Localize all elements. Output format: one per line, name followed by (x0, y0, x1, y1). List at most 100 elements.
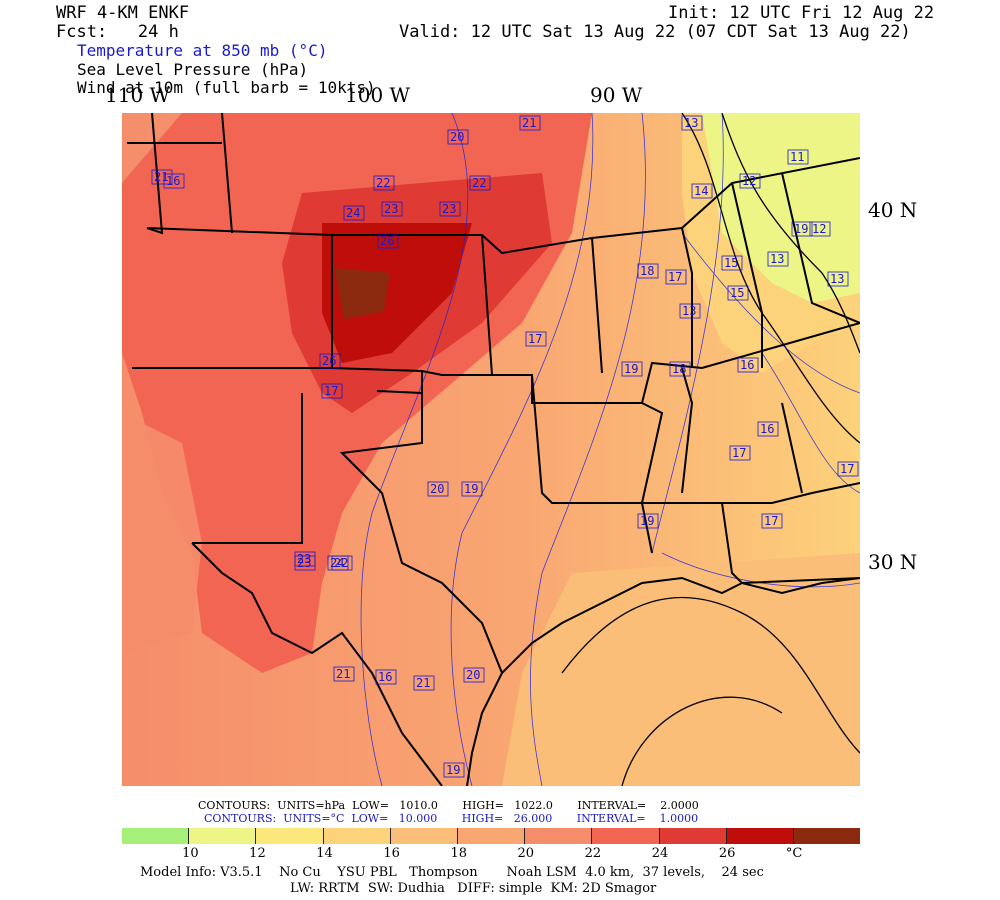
contour-label: 16 (378, 670, 392, 684)
color-scale-label: °C (785, 846, 803, 861)
texas-coast (466, 672, 503, 786)
lat-label-30n: 30 N (868, 550, 918, 574)
contour-label: 15 (724, 256, 738, 270)
contour-label: 18 (672, 362, 686, 376)
contour-label: 23 (297, 552, 311, 566)
physics-info: LW: RRTM SW: Dudhia DIFF: simple KM: 2D … (290, 881, 657, 896)
field-temperature: Temperature at 850 mb (°C) (77, 41, 328, 60)
contour-label-box (691, 183, 713, 199)
region-mountain-west (122, 413, 202, 653)
contour-label-box (665, 269, 687, 285)
contour-label-box (427, 481, 449, 497)
contour-label: 13 (830, 272, 844, 286)
model-info: Model Info: V3.5.1 No Cu YSU PBL Thompso… (140, 865, 764, 880)
contour-label-box (439, 201, 461, 217)
contour-label: 16 (740, 358, 754, 372)
contour-label-box (621, 361, 643, 377)
color-scale-label: 20 (517, 846, 535, 861)
color-scale-label: 22 (584, 846, 602, 861)
contour-label: 15 (730, 286, 744, 300)
color-scale-swatch (726, 828, 794, 844)
temp-contours (360, 113, 860, 786)
contour-label: 13 (682, 304, 696, 318)
slp-contours (561, 113, 860, 786)
contour-label-box (463, 667, 485, 683)
temp-contour-info: CONTOURS: UNITS=°C LOW= 10.000 HIGH= 26.… (204, 812, 699, 825)
contour-label-box (443, 762, 465, 778)
color-scale-label: 16 (383, 846, 400, 861)
contour-label-box (787, 149, 809, 165)
contour-label: 21 (416, 676, 430, 690)
contour-label-box (761, 513, 783, 529)
contour-label-box (827, 271, 849, 287)
contour-label: 17 (840, 462, 854, 476)
contour-label: 22 (334, 556, 348, 570)
slp-contour-info: CONTOURS: UNITS=hPa LOW= 1010.0 HIGH= 10… (198, 799, 699, 812)
model-title: WRF 4-KM ENKF (56, 3, 190, 23)
color-scale-label: 14 (316, 846, 333, 861)
contour-label-box (373, 175, 395, 191)
contour-label: 19 (794, 222, 808, 236)
contour-label: 11 (790, 150, 804, 164)
contour-label: 17 (668, 270, 682, 284)
contour-label-box (469, 175, 491, 191)
contour-label-box (163, 173, 185, 189)
color-scale-label: 12 (249, 846, 266, 861)
contour-label: 17 (732, 446, 746, 460)
color-scale-label: 10 (182, 846, 199, 861)
contour-label-box (727, 285, 749, 301)
contour-label: 19 (446, 763, 460, 777)
init-time: Init: 12 UTC Fri 12 Aug 22 (668, 3, 935, 23)
contour-label: 18 (640, 264, 654, 278)
contour-label-box (319, 353, 341, 369)
contour-label: 19 (640, 514, 654, 528)
contour-label: 20 (450, 130, 464, 144)
contour-label: 20 (430, 482, 444, 496)
contour-label: 26 (380, 234, 394, 248)
lon-label-90w: 90 W (590, 83, 643, 107)
region-hottest-plume (322, 223, 472, 363)
field-wind: Wind at 10m (full barb = 10kts) (77, 78, 376, 97)
contour-label: 23 (384, 202, 398, 216)
contour-label: 20 (466, 668, 480, 682)
contour-label: 17 (528, 332, 542, 346)
contour-label: 14 (694, 184, 708, 198)
contour-label-box (151, 169, 173, 185)
color-scale-label: 18 (450, 846, 467, 861)
gulf-coastline (501, 576, 860, 674)
color-scale-swatch (323, 828, 391, 844)
color-scale-bar (122, 828, 861, 844)
color-scale-swatch (793, 828, 861, 844)
contour-label: 21 (522, 116, 536, 130)
contour-label-box (681, 115, 703, 131)
contour-label-box (737, 357, 759, 373)
color-scale-swatch (189, 828, 257, 844)
contour-label-box (721, 255, 743, 271)
color-scale-swatch (457, 828, 526, 844)
contour-label-box (375, 669, 397, 685)
contour-label-box (669, 361, 691, 377)
contour-label: 21 (336, 667, 350, 681)
contour-label-box (294, 555, 316, 571)
contour-label: 19 (464, 482, 478, 496)
contour-label: 23 (297, 556, 311, 570)
contour-label-box (377, 233, 399, 249)
color-scale-label: 24 (651, 846, 669, 861)
lat-label-40n: 40 N (868, 198, 918, 222)
contour-label: 24 (330, 556, 344, 570)
contour-label: 24 (346, 206, 360, 220)
color-scale-swatch (592, 828, 660, 844)
lon-label-100w: 100 W (345, 83, 411, 107)
region-peak-temp (334, 268, 390, 319)
region-gulf (502, 553, 860, 786)
color-scale-label: 26 (718, 846, 736, 861)
contour-label-box (519, 115, 541, 131)
contour-label: 17 (324, 384, 338, 398)
valid-time: Valid: 12 UTC Sat 13 Aug 22 (07 CDT Sat … (399, 22, 911, 42)
contour-label-box (333, 666, 355, 682)
contour-label-box (637, 263, 659, 279)
contour-label: 23 (442, 202, 456, 216)
contour-label-box (837, 461, 859, 477)
